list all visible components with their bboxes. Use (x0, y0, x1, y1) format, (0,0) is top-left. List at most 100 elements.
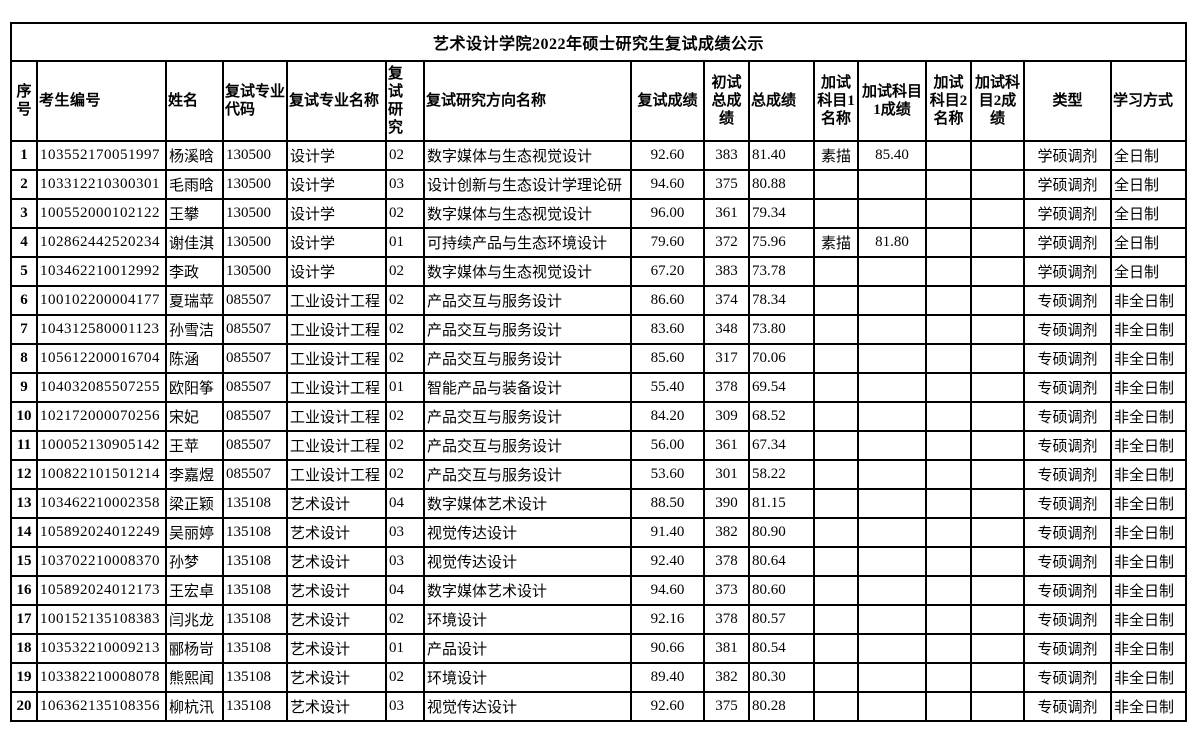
cell-dir_code: 04 (385, 488, 425, 519)
page-title: 艺术设计学院2022年硕士研究生复试成绩公示 (9, 22, 1188, 62)
table-row: 12 100822101501214 李嘉煜 085507 工业设计工程 02 产品交互与服… (10, 459, 1188, 490)
cell-type: 专硕调剂 (1023, 691, 1112, 722)
cell-extra1_name (813, 256, 859, 287)
cell-mode: 非全日制 (1109, 285, 1188, 316)
cell-id: 103552170051997 (36, 140, 167, 171)
cell-mode: 非全日制 (1109, 372, 1188, 403)
cell-extra1_name (813, 662, 859, 693)
cell-extra2_name (925, 227, 972, 258)
cell-type: 专硕调剂 (1023, 575, 1112, 606)
cell-extra2_name (925, 372, 972, 403)
cell-extra1_name (813, 314, 859, 345)
cell-major_code: 085507 (222, 401, 288, 432)
cell-extra1_name (813, 343, 859, 374)
cell-extra2_name (925, 633, 972, 664)
cell-retest_score: 92.16 (630, 604, 705, 635)
cell-id: 100102200004177 (36, 285, 167, 316)
cell-total: 67.34 (748, 430, 815, 461)
cell-dir_code: 02 (385, 604, 425, 635)
cell-type: 专硕调剂 (1023, 546, 1112, 577)
cell-initial_total: 390 (703, 488, 750, 519)
cell-dir_name: 数字媒体与生态视觉设计 (423, 198, 632, 229)
cell-major_name: 工业设计工程 (286, 459, 387, 490)
cell-extra1_score: 81.80 (857, 227, 927, 258)
cell-dir_name: 视觉传达设计 (423, 546, 632, 577)
cell-seq: 17 (10, 604, 38, 635)
cell-dir_code: 02 (385, 140, 425, 171)
cell-initial_total: 381 (703, 633, 750, 664)
cell-dir_name: 产品交互与服务设计 (423, 314, 632, 345)
cell-extra1_name (813, 169, 859, 200)
cell-extra1_name: 素描 (813, 227, 859, 258)
cell-initial_total: 383 (703, 256, 750, 287)
cell-extra2_name (925, 430, 972, 461)
cell-seq: 16 (10, 575, 38, 606)
column-header-dir_code: 复 试 研 究 (385, 60, 425, 142)
cell-id: 103702210008370 (36, 546, 167, 577)
cell-extra1_score (857, 662, 927, 693)
cell-retest_score: 67.20 (630, 256, 705, 287)
cell-major_name: 艺术设计 (286, 633, 387, 664)
cell-retest_score: 83.60 (630, 314, 705, 345)
cell-total: 80.60 (748, 575, 815, 606)
cell-extra1_score (857, 459, 927, 490)
cell-dir_code: 03 (385, 517, 425, 548)
cell-retest_score: 94.60 (630, 575, 705, 606)
cell-extra1_score (857, 633, 927, 664)
cell-dir_code: 02 (385, 459, 425, 490)
cell-extra2_score (970, 633, 1025, 664)
cell-type: 专硕调剂 (1023, 401, 1112, 432)
column-header-name: 姓名 (165, 60, 224, 142)
column-header-type: 类型 (1023, 60, 1112, 142)
cell-id: 103312210300301 (36, 169, 167, 200)
cell-dir_name: 智能产品与装备设计 (423, 372, 632, 403)
cell-extra1_score (857, 401, 927, 432)
cell-mode: 非全日制 (1109, 517, 1188, 548)
cell-total: 81.15 (748, 488, 815, 519)
cell-extra2_name (925, 517, 972, 548)
cell-retest_score: 92.40 (630, 546, 705, 577)
cell-major_name: 设计学 (286, 198, 387, 229)
cell-extra2_name (925, 662, 972, 693)
cell-extra2_score (970, 227, 1025, 258)
cell-initial_total: 348 (703, 314, 750, 345)
cell-extra2_score (970, 691, 1025, 722)
cell-mode: 非全日制 (1109, 604, 1188, 635)
cell-mode: 非全日制 (1109, 401, 1188, 432)
cell-extra1_score (857, 314, 927, 345)
cell-extra1_score (857, 169, 927, 200)
cell-dir_name: 产品交互与服务设计 (423, 459, 632, 490)
cell-name: 梁正颖 (165, 488, 224, 519)
cell-total: 80.88 (748, 169, 815, 200)
cell-extra1_score (857, 546, 927, 577)
cell-extra1_score: 85.40 (857, 140, 927, 171)
cell-total: 68.52 (748, 401, 815, 432)
cell-retest_score: 56.00 (630, 430, 705, 461)
cell-mode: 全日制 (1109, 256, 1188, 287)
cell-seq: 1 (10, 140, 38, 171)
cell-extra1_name (813, 517, 859, 548)
cell-extra2_score (970, 488, 1025, 519)
cell-retest_score: 88.50 (630, 488, 705, 519)
cell-total: 58.22 (748, 459, 815, 490)
cell-id: 104032085507255 (36, 372, 167, 403)
cell-retest_score: 55.40 (630, 372, 705, 403)
cell-extra2_name (925, 691, 972, 722)
cell-total: 78.34 (748, 285, 815, 316)
cell-major_name: 工业设计工程 (286, 314, 387, 345)
table-row: 20 106362135108356 柳杭汛 135108 艺术设计 03 视觉传达设计 92… (10, 691, 1188, 722)
cell-major_code: 135108 (222, 662, 288, 693)
cell-major_name: 工业设计工程 (286, 285, 387, 316)
cell-major_code: 085507 (222, 285, 288, 316)
cell-type: 专硕调剂 (1023, 343, 1112, 374)
cell-name: 杨溪晗 (165, 140, 224, 171)
table-row: 8 105612200016704 陈涵 085507 工业设计工程 02 产品交互与服务设… (10, 343, 1188, 374)
cell-major_code: 130500 (222, 169, 288, 200)
column-header-extra2_score: 加试科 目2成绩 (970, 60, 1025, 142)
cell-seq: 4 (10, 227, 38, 258)
score-table: 艺术设计学院2022年硕士研究生复试成绩公示 序 号考生编号 姓名 复试专业 代码复… (9, 22, 1188, 722)
cell-id: 105892024012173 (36, 575, 167, 606)
column-header-dir_name: 复试研究方向名称 (423, 60, 632, 142)
cell-type: 专硕调剂 (1023, 662, 1112, 693)
cell-major_name: 设计学 (286, 169, 387, 200)
